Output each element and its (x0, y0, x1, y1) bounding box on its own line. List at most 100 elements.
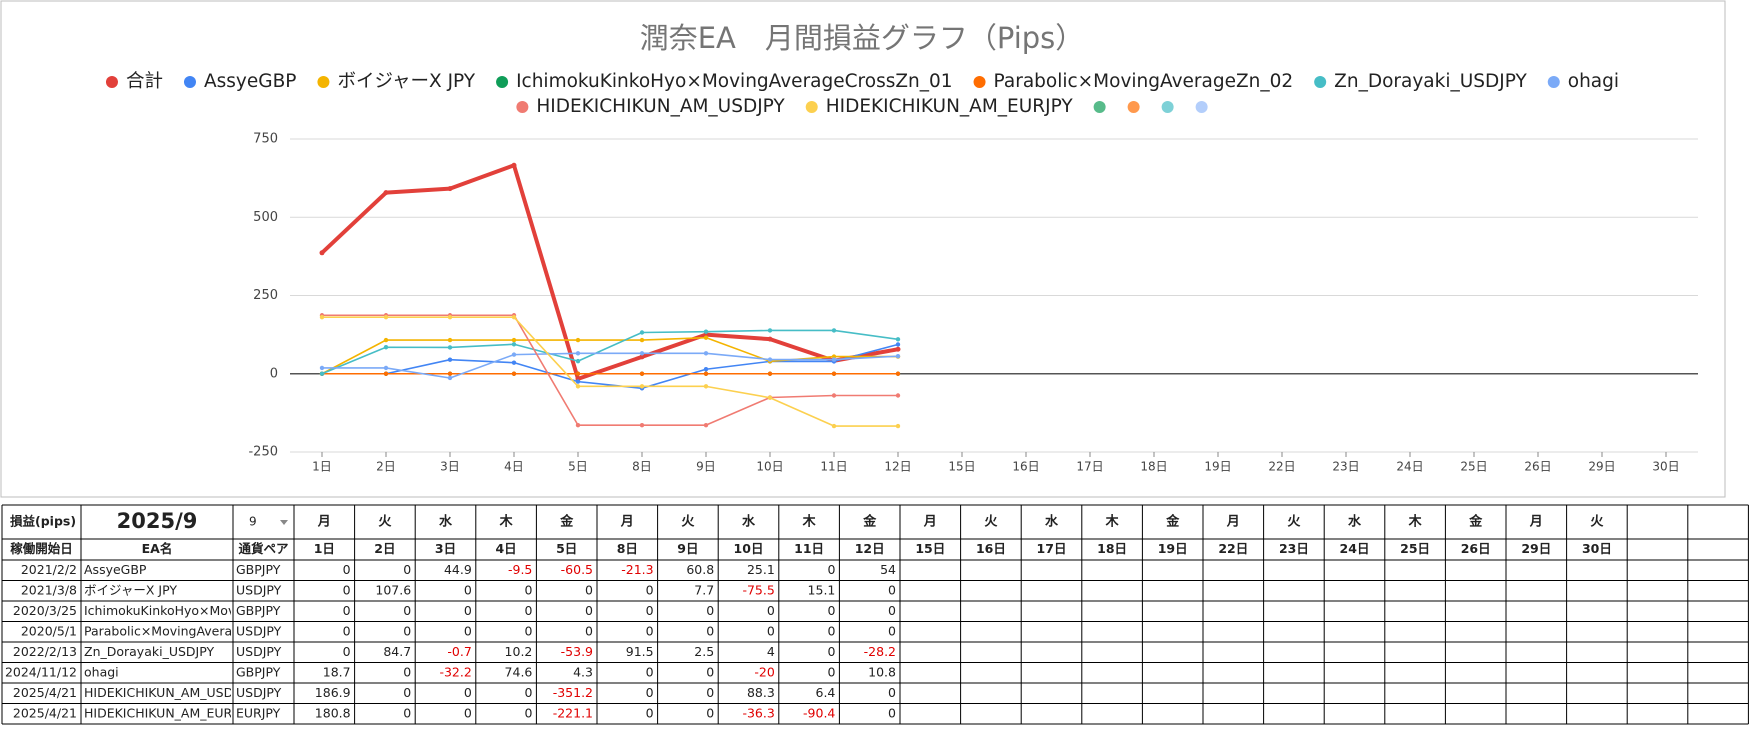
pips-value: 0 (585, 582, 593, 597)
data-point (575, 351, 581, 356)
month-label: 2025/9 (117, 509, 198, 533)
pips-value: 0 (524, 582, 532, 597)
weekday-header: 火 (681, 515, 695, 530)
x-tick-label: 24日 (1396, 460, 1423, 474)
pips-value: -351.2 (553, 685, 593, 700)
data-point (703, 422, 709, 428)
data-point (575, 337, 581, 343)
pips-value: 107.6 (375, 582, 411, 597)
pips-value: -75.5 (742, 582, 774, 597)
pips-value: 0 (403, 562, 411, 577)
weekday-header: 月 (317, 515, 331, 530)
data-point (639, 354, 645, 360)
data-point (511, 337, 517, 343)
data-point (447, 186, 453, 192)
legend-swatch (1161, 101, 1174, 113)
data-point (831, 328, 837, 333)
x-tick-label: 10日 (756, 460, 783, 474)
weekday-header: 月 (1226, 515, 1240, 530)
data-point (639, 371, 645, 376)
pips-value: 0 (706, 623, 714, 638)
weekday-header: 水 (1045, 514, 1059, 530)
pips-value: 0 (646, 705, 654, 720)
pips-value: 0 (888, 603, 896, 618)
pips-value: 88.3 (747, 685, 775, 700)
data-point (319, 365, 325, 371)
pips-value: -32.2 (439, 664, 471, 679)
data-point (895, 353, 901, 359)
data-point (703, 329, 709, 334)
x-tick-label: 2日 (376, 460, 396, 474)
pips-value: 54 (880, 562, 896, 577)
data-point (831, 423, 837, 429)
x-tick-label: 3日 (440, 460, 460, 474)
pips-value: 0 (646, 664, 654, 679)
legend-swatch (1547, 76, 1560, 88)
data-point (383, 371, 389, 376)
pips-value: -28.2 (864, 644, 896, 659)
currency-pair: GBPJPY (236, 562, 281, 577)
pips-value: 0 (403, 705, 411, 720)
data-point (383, 345, 389, 350)
weekday-header: 木 (1105, 514, 1120, 530)
pips-value: -60.5 (561, 562, 593, 577)
data-point (511, 342, 517, 347)
pips-value: 0 (464, 623, 472, 638)
data-point (447, 337, 453, 343)
legend-label: ohagi (1568, 71, 1619, 92)
month-select: 9 (249, 515, 257, 529)
legend-label: HIDEKICHIKUN_AM_EURJPY (826, 96, 1074, 117)
data-point (575, 358, 581, 364)
column-header: 通貨ペア (238, 541, 288, 556)
day-header: 22日 (1218, 541, 1248, 556)
pips-value: 0 (343, 623, 351, 638)
data-point (575, 371, 581, 376)
legend-swatch (105, 76, 118, 88)
pips-value: 0 (888, 685, 896, 700)
currency-pair: USDJPY (236, 623, 282, 638)
legend-swatch (1127, 101, 1140, 113)
y-tick-label: 750 (253, 132, 278, 147)
day-header: 16日 (976, 541, 1006, 556)
data-point (895, 393, 901, 398)
day-header: 8日 (617, 541, 638, 556)
x-tick-label: 12日 (884, 460, 911, 474)
weekday-header: 火 (984, 515, 998, 530)
chart-frame (0, 0, 1726, 498)
day-header: 12日 (855, 541, 885, 556)
y-tick-label: 500 (253, 210, 278, 225)
day-header: 11日 (794, 541, 824, 556)
series-line (322, 316, 898, 427)
name-column: AssyeGBP ボイジャーX JPY IchimokuKinkoHyo×Movin… (84, 562, 231, 721)
pips-value: 0 (827, 623, 835, 638)
pips-value: 10.2 (505, 644, 533, 659)
pips-value: 0 (706, 603, 714, 618)
pips-value: -221.1 (553, 705, 593, 720)
data-point (767, 371, 773, 376)
data-point (895, 346, 901, 352)
data-point (447, 357, 453, 362)
x-tick-label: 9日 (696, 460, 716, 474)
x-tick-label: 30日 (1652, 460, 1679, 474)
data-point (575, 379, 581, 384)
data-point (767, 395, 773, 400)
data-point (447, 314, 453, 320)
pips-value: 0 (585, 603, 593, 618)
weekday-header: 木 (802, 514, 817, 530)
data-point (639, 337, 645, 343)
ea-name: ボイジャーX JPY (84, 582, 177, 597)
data-point (639, 330, 645, 335)
day-header: 5日 (556, 541, 577, 556)
pips-value: 0 (403, 685, 411, 700)
pips-value: 0 (827, 664, 835, 679)
pips-value: -36.3 (742, 705, 774, 720)
legend-swatch (1093, 101, 1106, 113)
dropdown-arrow[interactable] (280, 520, 288, 525)
currency-pair: USDJPY (236, 685, 282, 700)
pips-value: 0 (403, 603, 411, 618)
legend-label: AssyeGBP (204, 71, 296, 92)
day-header: 19日 (1158, 541, 1188, 556)
currency-pair: GBPJPY (236, 664, 281, 679)
